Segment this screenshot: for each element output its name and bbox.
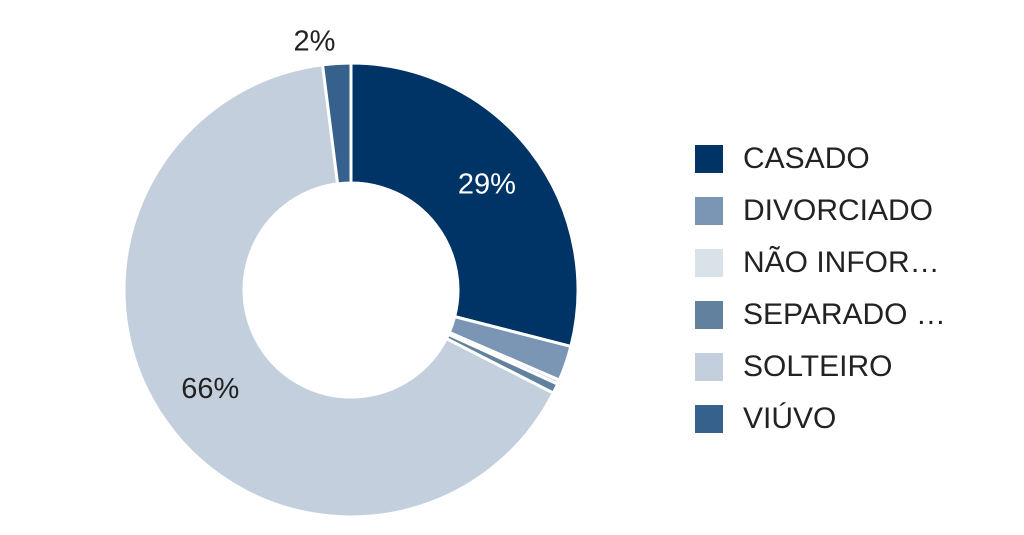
legend-label: SOLTEIRO (743, 350, 893, 383)
legend-item-casado: CASADO (695, 133, 946, 185)
legend-swatch (695, 353, 723, 381)
legend-swatch (695, 145, 723, 173)
legend-swatch (695, 405, 723, 433)
data-label-casado: 29% (458, 169, 516, 201)
legend-label: DIVORCIADO (743, 194, 934, 227)
legend-label: SEPARADO … (743, 298, 946, 331)
legend-item-viuvo: VIÚVO (695, 393, 946, 445)
slice-casado (349, 61, 580, 349)
legend-swatch (695, 249, 723, 277)
legend-item-divorciado: DIVORCIADO (695, 185, 946, 237)
legend-swatch (695, 301, 723, 329)
legend-label: VIÚVO (743, 402, 837, 435)
legend-label: CASADO (743, 142, 870, 175)
legend-label: NÃO INFOR… (743, 246, 940, 279)
legend-item-solteiro: SOLTEIRO (695, 341, 946, 393)
legend-item-nao-infor: NÃO INFOR… (695, 237, 946, 289)
data-label-solteiro: 66% (181, 373, 239, 405)
legend: CASADO DIVORCIADO NÃO INFOR… SEPARADO … SOLT… (695, 133, 946, 445)
data-label-viuvo: 2% (293, 25, 335, 57)
slice-solteiro (122, 63, 556, 519)
legend-swatch (695, 197, 723, 225)
legend-item-separado: SEPARADO … (695, 289, 946, 341)
slice-viuvo (320, 61, 353, 186)
